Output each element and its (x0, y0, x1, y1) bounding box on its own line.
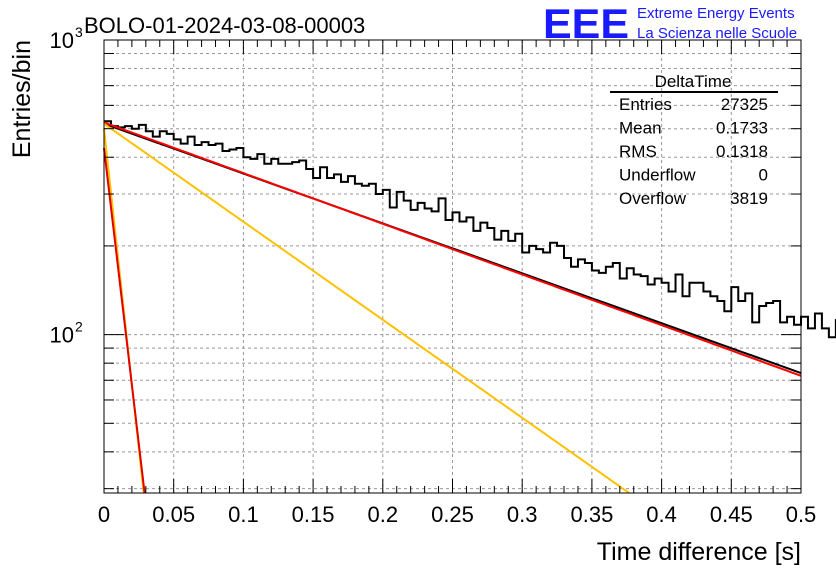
stats-value: 0 (759, 166, 768, 185)
y-axis-ticks (104, 39, 801, 490)
y-tick-label: 10 (50, 28, 74, 53)
x-tick-label: 0.25 (431, 502, 474, 527)
stats-label: Entries (619, 95, 672, 114)
x-tick-label: 0.35 (570, 502, 613, 527)
histogram-outline (104, 120, 836, 339)
stats-value: 27325 (721, 95, 768, 114)
eee-logo-mark: EEE (543, 0, 629, 47)
chart-title: BOLO-01-2024-03-08-00003 (84, 13, 365, 38)
x-tick-label: 0.1 (228, 502, 259, 527)
stats-value: 3819 (730, 189, 768, 208)
x-tick-label: 0.15 (292, 502, 335, 527)
stats-label: Mean (619, 119, 662, 138)
stats-value: 0.1733 (716, 119, 768, 138)
eee-logo: EEE Extreme Energy Events La Scienza nel… (543, 0, 797, 47)
y-tick-exponent: 2 (75, 319, 83, 335)
y-axis-label: Entries/bin (8, 40, 36, 158)
x-tick-label: 0.5 (786, 502, 817, 527)
fit-curves (103, 121, 802, 494)
stats-box: DeltaTime Entries 27325 Mean 0.1733 RMS 0.131… (610, 72, 778, 208)
x-tick-label: 0.05 (152, 502, 195, 527)
x-tick-label: 0.2 (368, 502, 399, 527)
eee-logo-line1: Extreme Energy Events (637, 5, 795, 22)
fit-curve-2 (103, 122, 630, 494)
x-axis-tick-labels: 0 0.05 0.1 0.15 0.2 0.25 0.3 0.35 0.4 0.45 0.5 (98, 502, 816, 527)
x-axis-ticks (103, 40, 802, 493)
stats-title: DeltaTime (655, 72, 732, 91)
stats-value: 0.1318 (716, 142, 768, 161)
fit-curve-1 (103, 121, 802, 377)
x-tick-label: 0.4 (646, 502, 677, 527)
stats-label: Overflow (619, 189, 687, 208)
x-tick-label: 0.3 (507, 502, 538, 527)
stats-label: Underflow (619, 166, 696, 185)
x-axis-label: Time difference [s] (597, 538, 801, 566)
histogram-bars (104, 120, 836, 339)
x-tick-label: 0.45 (710, 502, 753, 527)
y-tick-exponent: 3 (75, 24, 83, 40)
y-tick-label: 10 (50, 323, 74, 348)
grid (104, 40, 801, 493)
x-tick-label: 0 (98, 502, 110, 527)
fit-curve-4 (103, 147, 146, 494)
stats-label: RMS (619, 142, 657, 161)
eee-logo-line2: La Scienza nelle Scuole (637, 25, 797, 42)
